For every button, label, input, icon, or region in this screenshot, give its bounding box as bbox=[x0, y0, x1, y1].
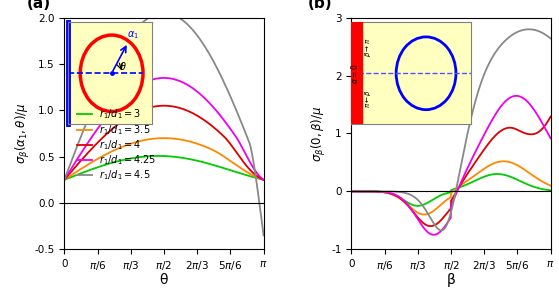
$r_1/d_1 = 4$ bbox=[225, 139, 231, 143]
$r_1/d_1 = 3$ bbox=[157, 154, 164, 158]
Line: $r_1/d_1 = 3.5$: $r_1/d_1 = 3.5$ bbox=[64, 138, 264, 180]
$r_1/d_1 = 4.25$ bbox=[260, 178, 267, 181]
$r_1/d_1 = 3$ bbox=[155, 154, 162, 158]
$r_1/d_1 = 3.5$ bbox=[256, 176, 263, 180]
$r_1/d_1 = 3$ bbox=[156, 154, 163, 158]
$r_1/d_1 = 4.5$ bbox=[160, 11, 167, 15]
$r_1/d_1 = 4.25$ bbox=[61, 178, 68, 181]
$r_1/d_1 = 4.5$ bbox=[61, 178, 68, 181]
$r_1/d_1 = 4.25$ bbox=[180, 81, 187, 84]
Y-axis label: $\sigma_\beta(\alpha_1, \theta)/\mu$: $\sigma_\beta(\alpha_1, \theta)/\mu$ bbox=[13, 103, 31, 164]
$r_1/d_1 = 4$ bbox=[256, 176, 263, 179]
$r_1/d_1 = 4$ bbox=[155, 104, 162, 108]
$r_1/d_1 = 4$ bbox=[180, 107, 187, 111]
$r_1/d_1 = 4$ bbox=[157, 104, 163, 108]
$r_1/d_1 = 3$ bbox=[180, 156, 187, 160]
$r_1/d_1 = 3.5$ bbox=[169, 137, 176, 140]
X-axis label: β: β bbox=[447, 273, 456, 287]
$r_1/d_1 = 4.5$ bbox=[157, 12, 163, 15]
$r_1/d_1 = 4.5$ bbox=[155, 12, 162, 15]
$r_1/d_1 = 4.25$ bbox=[256, 174, 263, 178]
$r_1/d_1 = 4$ bbox=[169, 105, 176, 108]
$r_1/d_1 = 3$ bbox=[260, 178, 267, 181]
$r_1/d_1 = 4.5$ bbox=[180, 19, 187, 22]
$r_1/d_1 = 4.25$ bbox=[160, 76, 167, 80]
Line: $r_1/d_1 = 4.25$: $r_1/d_1 = 4.25$ bbox=[64, 78, 264, 180]
Line: $r_1/d_1 = 4.5$: $r_1/d_1 = 4.5$ bbox=[64, 13, 264, 235]
$r_1/d_1 = 3$ bbox=[61, 178, 68, 181]
$r_1/d_1 = 4.25$ bbox=[169, 77, 176, 81]
$r_1/d_1 = 3.5$ bbox=[180, 138, 187, 142]
$r_1/d_1 = 3$ bbox=[256, 177, 263, 181]
$r_1/d_1 = 4$ bbox=[160, 104, 167, 107]
$r_1/d_1 = 3.5$ bbox=[160, 136, 167, 140]
$r_1/d_1 = 4$ bbox=[260, 178, 267, 181]
$r_1/d_1 = 4.5$ bbox=[260, 234, 267, 237]
$r_1/d_1 = 3.5$ bbox=[225, 158, 231, 161]
$r_1/d_1 = 4.5$ bbox=[256, 200, 263, 204]
$r_1/d_1 = 3.5$ bbox=[155, 137, 162, 140]
$r_1/d_1 = 3.5$ bbox=[260, 178, 267, 181]
$r_1/d_1 = 4.25$ bbox=[225, 124, 231, 127]
Text: (a): (a) bbox=[26, 0, 50, 12]
$r_1/d_1 = 3.5$ bbox=[61, 178, 68, 181]
X-axis label: θ: θ bbox=[160, 273, 168, 287]
Y-axis label: $\sigma_\beta(0, \beta)/\mu$: $\sigma_\beta(0, \beta)/\mu$ bbox=[310, 105, 329, 162]
Legend: $r_1/d_1 = 3$, $r_1/d_1 = 3.5$, $r_1/d_1 = 4$, $r_1/d_1 = 4.25$, $r_1/d_1 = 4.5$: $r_1/d_1 = 3$, $r_1/d_1 = 3.5$, $r_1/d_1… bbox=[73, 104, 160, 186]
$r_1/d_1 = 4.25$ bbox=[157, 76, 163, 80]
Line: $r_1/d_1 = 4$: $r_1/d_1 = 4$ bbox=[64, 106, 264, 180]
$r_1/d_1 = 4$ bbox=[61, 178, 68, 181]
$r_1/d_1 = 3$ bbox=[225, 168, 231, 171]
$r_1/d_1 = 3.5$ bbox=[157, 136, 163, 140]
Line: $r_1/d_1 = 3$: $r_1/d_1 = 3$ bbox=[64, 156, 264, 180]
$r_1/d_1 = 4.25$ bbox=[155, 76, 162, 80]
$r_1/d_1 = 4.5$ bbox=[225, 89, 231, 93]
$r_1/d_1 = 4.5$ bbox=[169, 13, 176, 16]
Text: (b): (b) bbox=[307, 0, 332, 12]
$r_1/d_1 = 3$ bbox=[169, 155, 176, 158]
